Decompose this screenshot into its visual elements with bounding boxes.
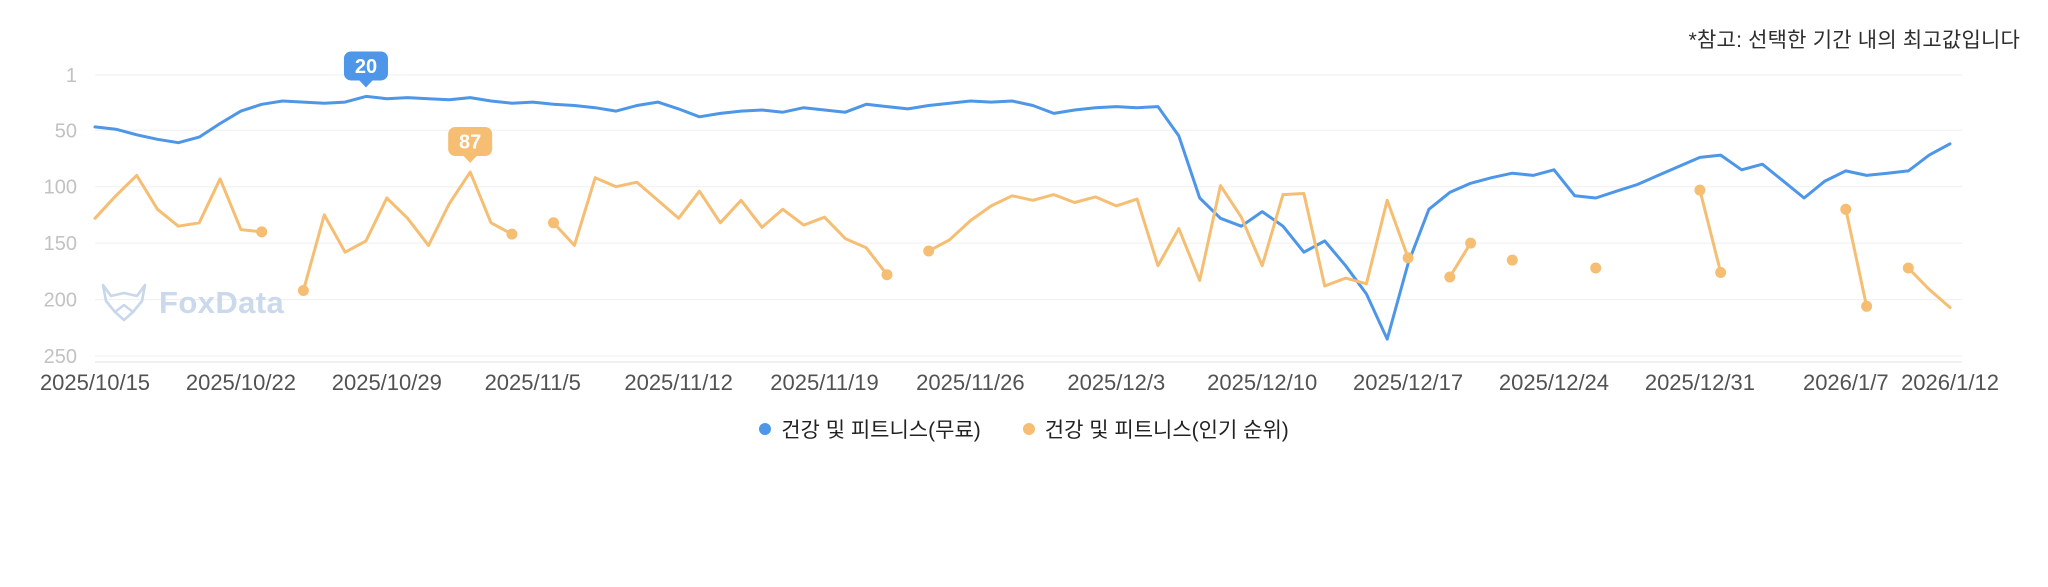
x-tick-label: 2025/12/31 — [1645, 370, 1755, 395]
series-line-1 — [93, 170, 1952, 309]
series-marker-1 — [1840, 203, 1852, 215]
legend-dot-popularity — [1022, 423, 1035, 435]
series-line-0 — [93, 94, 1952, 341]
series-marker-1 — [1402, 252, 1414, 264]
best-rank-badge-box — [448, 127, 493, 157]
x-tick-label: 2025/11/12 — [624, 370, 732, 395]
best-rank-badge-1: 87 — [448, 127, 493, 164]
series-marker-1 — [1506, 254, 1518, 266]
y-tick-label: 100 — [44, 177, 77, 199]
series-marker-1 — [548, 217, 559, 229]
series-marker-1 — [506, 228, 518, 240]
y-tick-label: 1 — [66, 65, 77, 87]
series-marker-1 — [1715, 267, 1727, 278]
x-tick-label: 2026/1/12 — [1901, 370, 1999, 395]
x-tick-label: 2025/10/29 — [332, 370, 442, 395]
x-tick-label: 2025/10/22 — [186, 370, 296, 395]
x-tick-label: 2025/11/19 — [770, 370, 878, 395]
chart-legend: 건강 및 피트니스(무료) 건강 및 피트니스(인기 순위) — [0, 414, 2048, 444]
series-marker-1 — [923, 245, 935, 257]
series-marker-1 — [1444, 271, 1456, 283]
x-tick-label: 2025/11/5 — [485, 370, 581, 395]
series-marker-1 — [1694, 184, 1706, 196]
y-tick-label: 50 — [55, 120, 77, 142]
best-rank-badge-box — [343, 51, 388, 81]
series-marker-1 — [881, 269, 893, 281]
x-tick-label: 2025/12/17 — [1353, 370, 1463, 395]
x-tick-label: 2025/12/3 — [1067, 370, 1165, 395]
x-tick-label: 2025/11/26 — [916, 370, 1024, 395]
best-rank-badge-value: 87 — [459, 132, 481, 154]
y-tick-label: 150 — [44, 233, 77, 255]
legend-label-popularity: 건강 및 피트니스(인기 순위) — [1044, 419, 1289, 442]
y-tick-label: 250 — [44, 346, 77, 368]
best-rank-badge-value: 20 — [355, 56, 377, 78]
series-marker-1 — [256, 226, 268, 238]
legend-dot-free — [759, 423, 772, 435]
series-marker-1 — [1861, 300, 1873, 312]
chart-note: *참고: 선택한 기간 내의 최고값입니다 — [1688, 29, 2020, 52]
x-tick-label: 2025/12/10 — [1207, 370, 1317, 395]
best-rank-badge-0: 20 — [343, 51, 388, 88]
y-tick-label: 200 — [44, 290, 77, 312]
best-rank-badge-pointer — [358, 79, 373, 88]
legend-item-free-rank[interactable]: 건강 및 피트니스(무료) — [759, 414, 981, 444]
x-tick-label: 2025/10/15 — [40, 370, 150, 395]
x-tick-label: 2025/12/24 — [1499, 370, 1609, 395]
legend-label-free: 건강 및 피트니스(무료) — [781, 419, 981, 442]
series-marker-1 — [1465, 237, 1477, 249]
x-tick-label: 2026/1/7 — [1803, 370, 1889, 395]
series-marker-1 — [1902, 262, 1914, 274]
series-marker-1 — [1590, 262, 1602, 274]
best-rank-badge-pointer — [463, 155, 478, 164]
series-marker-1 — [297, 285, 309, 296]
legend-item-popularity-rank[interactable]: 건강 및 피트니스(인기 순위) — [1022, 414, 1289, 444]
